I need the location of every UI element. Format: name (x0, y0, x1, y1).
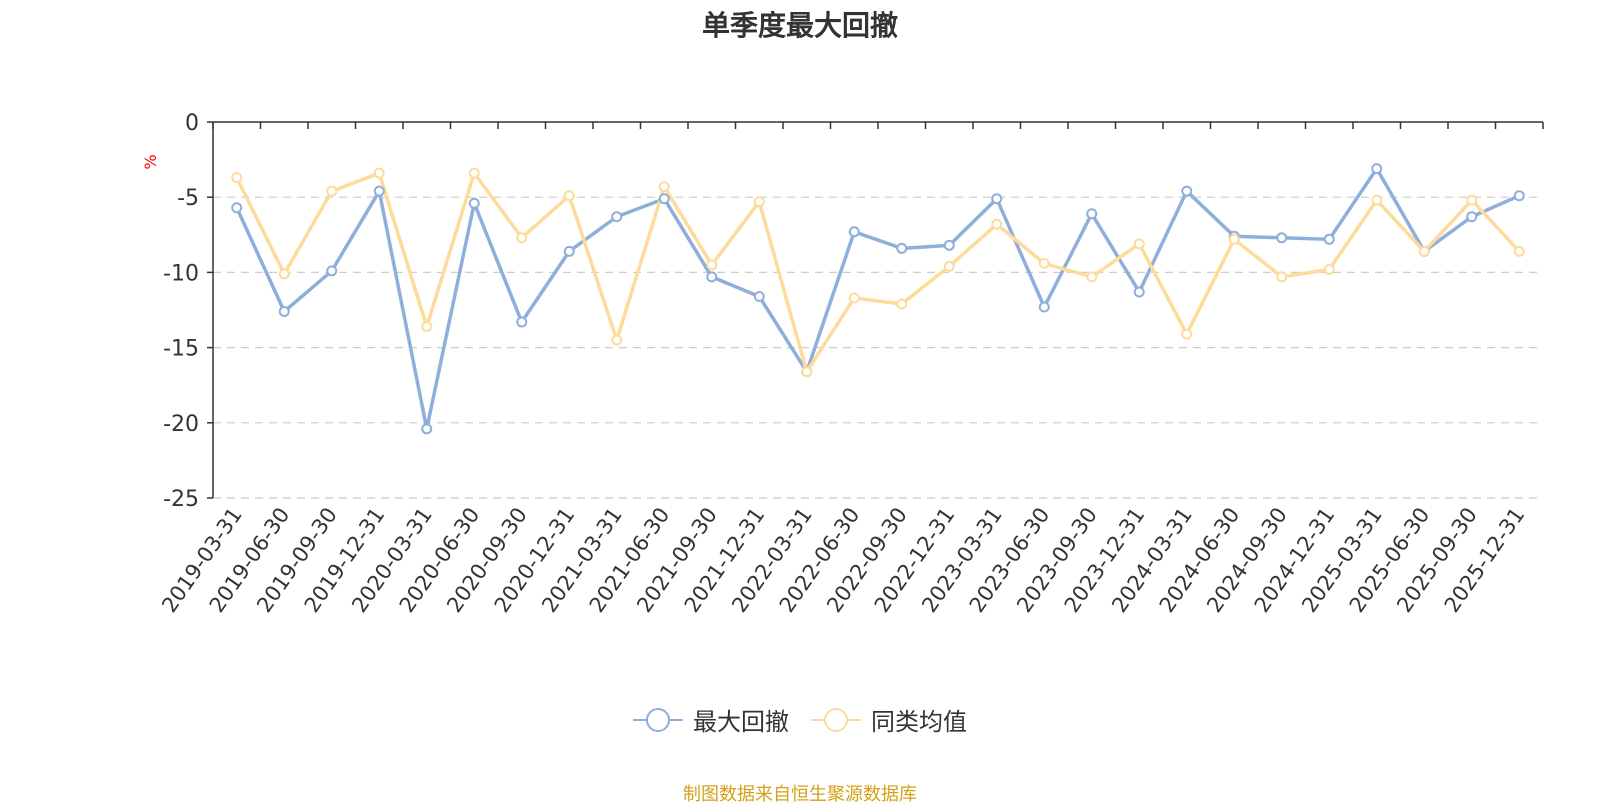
data-point-2 (1371, 194, 1383, 206)
data-point-2 (231, 172, 243, 184)
data-point-1 (753, 290, 765, 302)
data-point-1 (1038, 301, 1050, 313)
series-line-2 (235, 171, 1521, 374)
data-point-2 (1086, 271, 1098, 283)
data-point-1 (896, 242, 908, 254)
data-point-1 (231, 202, 243, 214)
data-point-1 (848, 226, 860, 238)
data-point-1 (1276, 232, 1288, 244)
data-point-1 (1086, 208, 1098, 220)
data-point-2 (896, 298, 908, 310)
data-point-1 (943, 239, 955, 251)
series-line-1 (235, 166, 1520, 431)
data-point-2 (1418, 245, 1430, 257)
data-point-2 (468, 167, 480, 179)
data-point-2 (326, 185, 338, 197)
data-point-2 (1323, 263, 1335, 275)
y-tick-label: -5 (177, 186, 199, 211)
data-point-2 (1513, 245, 1525, 257)
data-point-2 (1466, 194, 1478, 206)
data-point-2 (943, 260, 955, 272)
data-point-2 (1276, 271, 1288, 283)
data-point-1 (611, 211, 623, 223)
data-point-2 (373, 167, 385, 179)
y-tick-label: -15 (163, 337, 199, 362)
data-point-2 (563, 190, 575, 202)
data-point-2 (611, 334, 623, 346)
data-point-1 (563, 245, 575, 257)
data-point-1 (1513, 190, 1525, 202)
data-point-1 (421, 423, 433, 435)
data-point-2 (753, 196, 765, 208)
chart-title: 单季度最大回撤 (701, 9, 898, 42)
data-point-1 (1323, 233, 1335, 245)
data-point-2 (1181, 328, 1193, 340)
data-point-1 (991, 193, 1003, 205)
data-point-1 (1181, 185, 1193, 197)
data-point-2 (278, 268, 290, 280)
legend: 最大回撤 同类均值 (0, 702, 1600, 737)
data-point-1 (468, 197, 480, 209)
legend-item-max-drawdown[interactable]: 最大回撤 (633, 702, 789, 737)
legend-marker-icon (633, 707, 683, 733)
data-point-1 (658, 193, 670, 205)
data-point-1 (373, 185, 385, 197)
data-point-1 (1466, 211, 1478, 223)
data-point-2 (848, 292, 860, 304)
data-point-1 (706, 271, 718, 283)
data-point-1 (1371, 163, 1383, 175)
legend-marker-icon (811, 707, 861, 733)
y-axis-unit-label: % (141, 154, 160, 169)
data-point-1 (278, 306, 290, 318)
data-point-1 (326, 265, 338, 277)
data-point-2 (1133, 238, 1145, 250)
legend-label: 最大回撤 (693, 708, 789, 736)
data-point-2 (991, 218, 1003, 230)
data-point-2 (1228, 233, 1240, 245)
data-point-1 (516, 316, 528, 328)
data-point-2 (421, 321, 433, 333)
data-point-1 (1133, 286, 1145, 298)
data-point-2 (658, 181, 670, 193)
legend-item-peer-average[interactable]: 同类均值 (811, 702, 967, 737)
source-note: 制图数据来自恒生聚源数据库 (683, 784, 917, 805)
data-point-2 (706, 259, 718, 271)
legend-label: 同类均值 (871, 708, 967, 736)
data-point-2 (1038, 257, 1050, 269)
y-tick-label: 0 (185, 111, 199, 136)
y-tick-label: -25 (163, 487, 199, 512)
y-tick-label: -20 (163, 412, 199, 437)
data-point-2 (801, 366, 813, 378)
y-tick-label: -10 (163, 261, 199, 286)
data-point-2 (516, 232, 528, 244)
